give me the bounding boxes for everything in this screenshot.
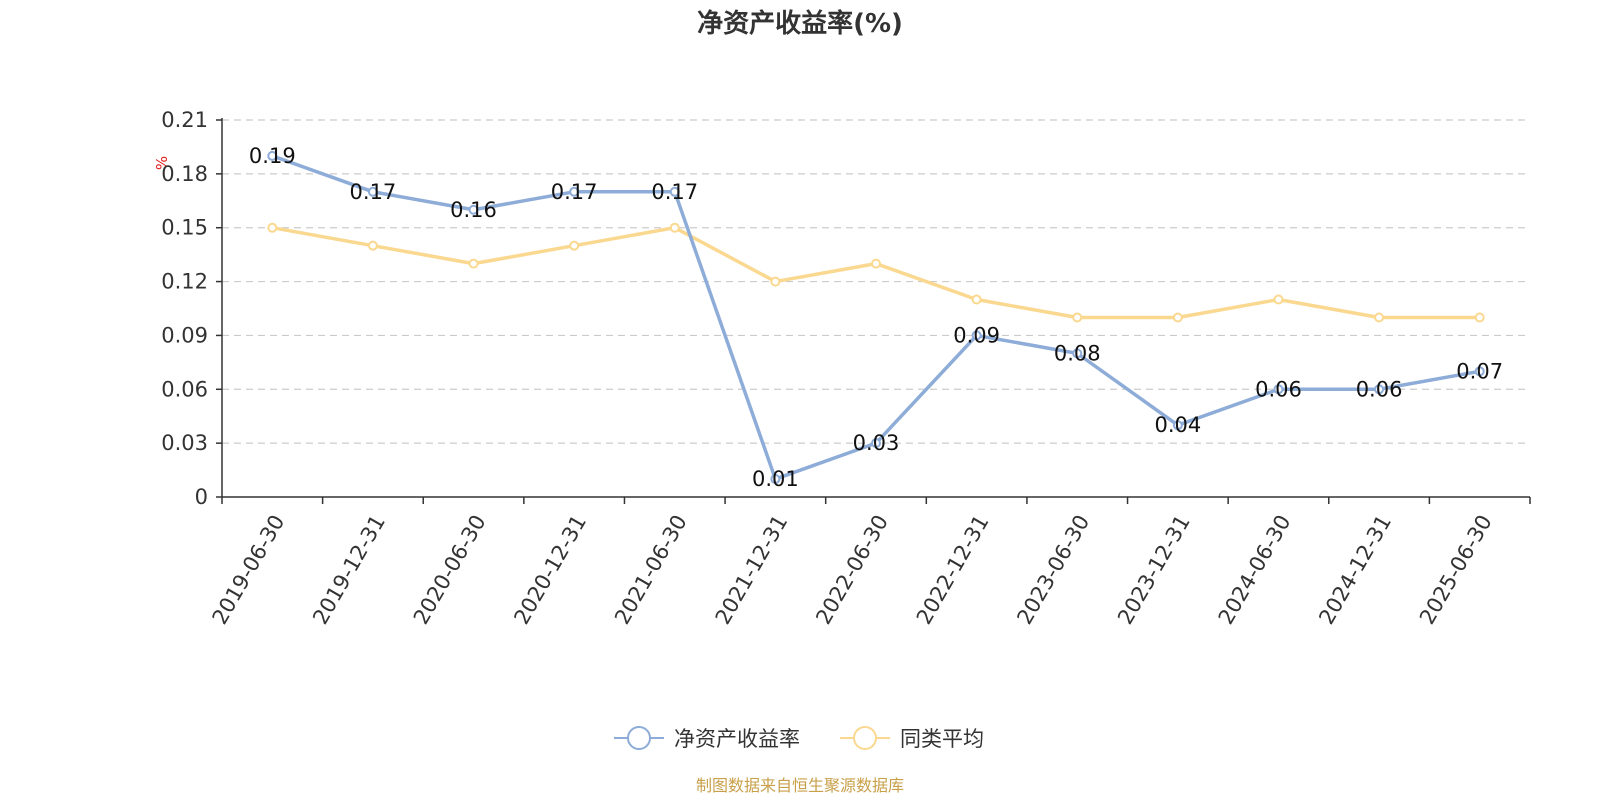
y-tick-label: 0.21 bbox=[161, 108, 208, 132]
x-tick-label: 2025-06-30 bbox=[1415, 511, 1497, 629]
source-note: 制图数据来自恒生聚源数据库 bbox=[696, 776, 904, 795]
data-label: 0.17 bbox=[651, 180, 698, 204]
x-tick-label: 2022-12-31 bbox=[912, 511, 994, 629]
data-point bbox=[669, 186, 680, 197]
data-point bbox=[1474, 312, 1485, 323]
data-point bbox=[569, 240, 580, 251]
x-tick-label: 2021-06-30 bbox=[610, 511, 692, 629]
y-tick-label: 0.18 bbox=[161, 162, 208, 186]
data-label: 0.06 bbox=[1356, 377, 1403, 401]
y-axis-ticks: 0 0.03 0.06 0.09 0.12 0.15 0.18 0.21 bbox=[161, 108, 222, 509]
data-point bbox=[1374, 384, 1385, 395]
grid-lines bbox=[222, 119, 1530, 444]
data-label: 0.04 bbox=[1154, 413, 1201, 437]
y-tick-label: 0.15 bbox=[161, 216, 208, 240]
legend-item[interactable]: 同类平均 bbox=[840, 726, 984, 751]
data-point bbox=[871, 438, 881, 449]
data-point bbox=[1374, 312, 1385, 323]
data-point bbox=[267, 150, 278, 161]
data-point bbox=[468, 258, 479, 269]
data-label: 0.17 bbox=[350, 180, 397, 204]
y-tick-label: 0.12 bbox=[161, 270, 208, 294]
x-tick-label: 2022-06-30 bbox=[811, 511, 893, 629]
series-layer bbox=[267, 150, 1485, 485]
data-label: 0.07 bbox=[1456, 359, 1503, 383]
data-point bbox=[1072, 348, 1083, 359]
data-point bbox=[971, 330, 982, 341]
y-tick-label: 0.09 bbox=[161, 323, 208, 347]
data-point bbox=[770, 276, 781, 287]
y-axis-unit: % bbox=[153, 156, 171, 170]
x-tick-label: 2020-06-30 bbox=[409, 511, 491, 629]
data-label: 0.08 bbox=[1054, 341, 1101, 365]
data-label: 0.03 bbox=[853, 431, 900, 455]
data-point bbox=[1172, 420, 1183, 431]
legend-marker bbox=[627, 726, 651, 750]
data-point bbox=[1273, 384, 1284, 395]
data-labels: 0.19 0.17 0.16 0.17 0.17 0.01 0.03 0.09 0.08 0.04… bbox=[249, 144, 1503, 491]
x-axis-ticks: 2019-06-30 2019-12-31 2020-06-30 2020-12-31… bbox=[208, 497, 1531, 629]
data-point bbox=[468, 204, 479, 215]
data-point bbox=[1072, 312, 1083, 323]
x-tick-label: 2021-12-31 bbox=[711, 511, 793, 629]
data-point bbox=[367, 240, 378, 251]
x-tick-label: 2024-06-30 bbox=[1214, 511, 1296, 629]
y-tick-label: 0.06 bbox=[161, 377, 208, 401]
data-point bbox=[1172, 312, 1183, 323]
x-tick-label: 2019-12-31 bbox=[308, 511, 390, 629]
axes bbox=[221, 118, 1530, 498]
data-label: 0.09 bbox=[953, 323, 1000, 347]
x-tick-label: 2020-12-31 bbox=[509, 511, 591, 629]
legend-label: 净资产收益率 bbox=[674, 727, 800, 751]
data-point bbox=[569, 186, 580, 197]
x-tick-label: 2024-12-31 bbox=[1314, 511, 1396, 629]
data-point bbox=[770, 474, 781, 485]
legend-label: 同类平均 bbox=[900, 727, 984, 751]
legend-marker bbox=[853, 726, 877, 750]
data-point bbox=[367, 186, 378, 197]
series-line bbox=[272, 225, 1480, 320]
data-label: 0.01 bbox=[752, 467, 799, 491]
data-point bbox=[871, 258, 881, 269]
legend-item[interactable]: 净资产收益率 bbox=[614, 726, 800, 751]
data-label: 0.19 bbox=[249, 144, 296, 168]
y-tick-label: 0.03 bbox=[161, 431, 208, 455]
x-tick-label: 2023-12-31 bbox=[1113, 511, 1195, 629]
data-point bbox=[267, 222, 278, 233]
x-tick-label: 2019-06-30 bbox=[208, 511, 290, 629]
data-label: 0.17 bbox=[551, 180, 598, 204]
data-point bbox=[971, 294, 982, 305]
data-point bbox=[669, 222, 680, 233]
data-label: 0.16 bbox=[450, 198, 497, 222]
data-point bbox=[1273, 294, 1284, 305]
y-tick-label: 0 bbox=[195, 485, 208, 509]
x-tick-label: 2023-06-30 bbox=[1012, 511, 1094, 629]
legend[interactable]: 净资产收益率 同类平均 bbox=[614, 726, 984, 751]
chart-title: 净资产收益率(%) bbox=[697, 8, 903, 39]
data-label: 0.06 bbox=[1255, 377, 1302, 401]
data-point bbox=[1474, 366, 1485, 377]
